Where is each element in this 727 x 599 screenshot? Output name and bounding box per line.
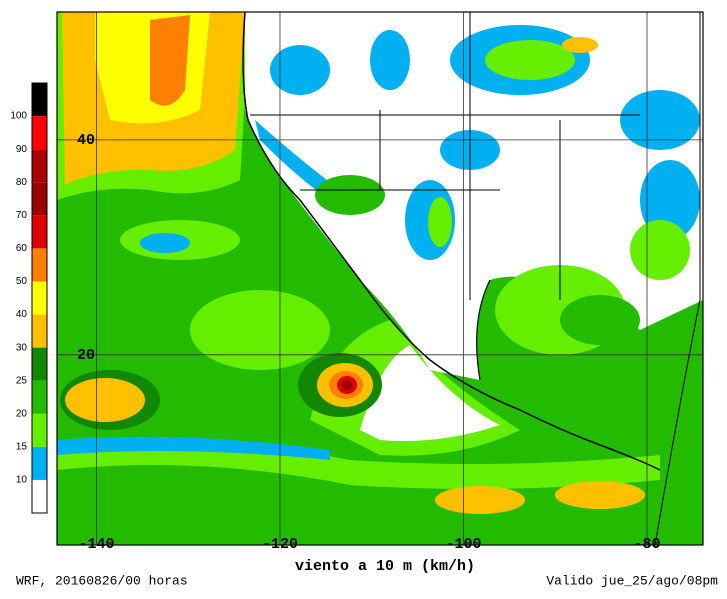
lon-label: -140 <box>78 536 114 553</box>
colorbar-segment <box>32 347 47 381</box>
colorbar-segment <box>32 446 47 480</box>
colorbar-segment <box>32 248 47 282</box>
lat-label: 40 <box>77 132 95 149</box>
colorbar-segment <box>32 116 47 150</box>
x-axis-label: viento a 10 m (km/h) <box>295 558 475 575</box>
colorbar-frame <box>31 82 48 514</box>
colorbar-segment <box>32 83 47 117</box>
lat-label: 20 <box>77 347 95 364</box>
colorbar-segment <box>32 215 47 249</box>
map-field <box>57 12 703 545</box>
colorbar-label: 30 <box>16 342 28 353</box>
colorbar-label: 25 <box>16 375 28 386</box>
colorbar-label: 100 <box>10 111 27 122</box>
colorbar-label: 20 <box>16 408 28 419</box>
colorbar-label: 60 <box>16 243 28 254</box>
colorbar-label: 80 <box>16 177 28 188</box>
lon-label: -80 <box>634 536 661 553</box>
map-frame <box>56 11 704 546</box>
colorbar-segment <box>32 479 47 513</box>
colorbar-label: 50 <box>16 276 28 287</box>
colorbar-segment <box>32 149 47 183</box>
lon-label: -100 <box>445 536 481 553</box>
colorbar-label: 10 <box>16 475 28 486</box>
colorbar-label: 90 <box>16 144 28 155</box>
colorbar: 10 15 20 25 30 40 50 60 70 80 90 100 <box>10 82 48 514</box>
colorbar-segment <box>32 182 47 216</box>
lon-label: -120 <box>262 536 298 553</box>
footer-left: WRF, 20160826/00 horas <box>16 573 188 588</box>
colorbar-segment <box>32 281 47 315</box>
colorbar-label: 70 <box>16 210 28 221</box>
colorbar-label: 15 <box>16 441 28 452</box>
colorbar-segment <box>32 380 47 414</box>
colorbar-segment <box>32 413 47 447</box>
graticule <box>57 12 703 545</box>
colorbar-label: 40 <box>16 309 28 320</box>
colorbar-segment <box>32 314 47 348</box>
footer-right: Valido jue_25/ago/08pm <box>546 573 718 588</box>
